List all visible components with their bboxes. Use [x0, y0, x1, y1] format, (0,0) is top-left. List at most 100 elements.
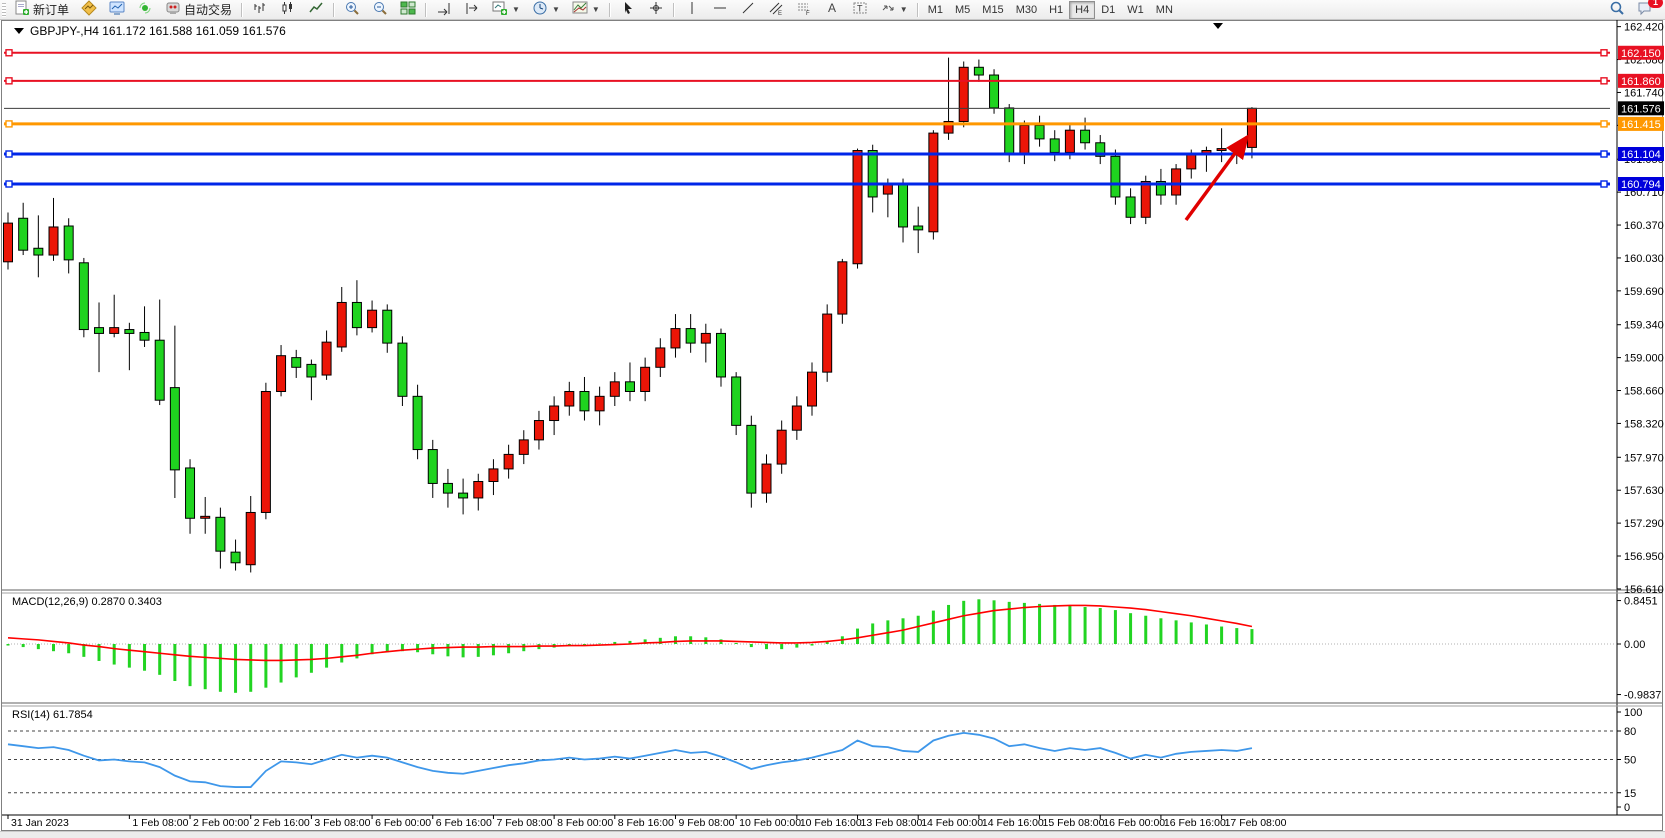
bar-chart-button[interactable]	[247, 0, 273, 19]
timeframe-m15-button[interactable]: M15	[982, 3, 1004, 16]
candle-body	[185, 467, 196, 519]
date-label: 7 Feb 08:00	[496, 817, 552, 829]
line-handle[interactable]	[1600, 49, 1608, 57]
candle-body	[78, 262, 89, 331]
timeframe-m5-button[interactable]: M5	[955, 3, 971, 16]
cursor-button[interactable]	[615, 0, 641, 19]
candle-body	[1171, 168, 1182, 196]
macd-axis-label: 0.00	[1624, 639, 1645, 651]
autotrade-button[interactable]: 自动交易	[160, 0, 237, 19]
candle-chart-button[interactable]	[275, 0, 301, 19]
timeframe-m1-button[interactable]: M1	[927, 3, 943, 16]
candle-body	[822, 313, 833, 373]
periods-button[interactable]: ▼	[527, 0, 565, 19]
svg-text:E: E	[778, 11, 782, 16]
auto-scroll-button[interactable]	[431, 0, 457, 19]
vline-icon	[684, 0, 700, 19]
price-tick-label: 157.630	[1624, 485, 1664, 497]
candle-body	[518, 439, 529, 455]
candle-body	[124, 329, 135, 334]
chevron-down-icon: ▼	[551, 5, 560, 14]
tile-windows-icon	[400, 0, 416, 19]
channel-button[interactable]: E	[763, 0, 789, 19]
candle-body	[109, 327, 120, 334]
date-label: 16 Feb 00:00	[1103, 817, 1165, 829]
candle-chart-icon	[280, 0, 296, 19]
line-handle[interactable]	[5, 180, 13, 188]
timeframe-d1-button[interactable]: D1	[1101, 3, 1116, 16]
chat-button[interactable]: 1	[1632, 0, 1663, 19]
date-label: 17 Feb 08:00	[1225, 817, 1287, 829]
candle-body	[1064, 129, 1075, 153]
candle-body	[958, 66, 969, 122]
line-handle[interactable]	[5, 150, 13, 158]
date-label: 2 Feb 00:00	[193, 817, 249, 829]
annotation-arrow[interactable]	[1184, 134, 1250, 222]
candle-body	[943, 120, 954, 134]
crosshair-button[interactable]	[643, 0, 669, 19]
candle-body	[973, 66, 984, 76]
zoom-in-button[interactable]	[339, 0, 365, 19]
price-chart[interactable]: 162.420162.080161.740161.400161.050160.7…	[0, 20, 1665, 832]
line-handle[interactable]	[5, 49, 13, 57]
price-tick-label: 160.370	[1624, 220, 1664, 232]
signals-button[interactable]	[132, 0, 158, 19]
zoom-out-icon	[372, 0, 388, 19]
new-chart-button[interactable]: ▼	[487, 0, 525, 19]
date-label: 14 Feb 00:00	[921, 817, 983, 829]
new-order-button[interactable]: 新订单	[9, 0, 74, 19]
timeframe-h1-button[interactable]: H1	[1049, 3, 1064, 16]
date-label: 6 Feb 16:00	[436, 817, 492, 829]
price-tick-label: 157.290	[1624, 518, 1664, 530]
autotrade-icon	[165, 0, 181, 19]
chevron-down-icon: ▼	[899, 5, 908, 14]
chart-frame	[1, 20, 1663, 831]
zoom-out-button[interactable]	[367, 0, 393, 19]
candle-body	[154, 339, 165, 401]
trendline-button[interactable]	[735, 0, 761, 19]
shift-marker-icon[interactable]	[1213, 23, 1223, 29]
candle-body	[336, 301, 347, 348]
candle-body	[549, 405, 560, 422]
symbol-dropdown-icon[interactable]	[14, 28, 24, 34]
candle-body	[731, 376, 742, 426]
date-label: 16 Feb 16:00	[1164, 817, 1226, 829]
line-chart-button[interactable]	[303, 0, 329, 19]
line-handle[interactable]	[1600, 150, 1608, 158]
vline-button[interactable]	[679, 0, 705, 19]
line-handle[interactable]	[5, 77, 13, 85]
tile-windows-button[interactable]	[395, 0, 421, 19]
chart-shift-button[interactable]	[459, 0, 485, 19]
candle-body	[852, 150, 863, 265]
line-handle[interactable]	[1600, 180, 1608, 188]
price-label-box	[1618, 116, 1664, 131]
market-watch-button[interactable]	[104, 0, 130, 19]
shapes-icon	[880, 0, 896, 19]
line-handle[interactable]	[1600, 120, 1608, 128]
rsi-level-label: 50	[1624, 755, 1636, 767]
timeframe-m30-button[interactable]: M30	[1015, 3, 1038, 16]
line-handle[interactable]	[5, 120, 13, 128]
charts-button[interactable]	[76, 0, 102, 19]
hline-button[interactable]	[707, 0, 733, 19]
timeframe-h4-button[interactable]: H4	[1069, 0, 1096, 19]
text-button[interactable]: A	[819, 0, 845, 19]
new-order-button-label: 新订单	[33, 3, 70, 17]
chart-window: 162.420162.080161.740161.400161.050160.7…	[0, 20, 1665, 832]
candle-body	[1049, 138, 1060, 153]
fibonacci-button[interactable]: F	[791, 0, 817, 19]
search-button[interactable]	[1604, 0, 1630, 19]
macd-label: MACD(12,26,9) 0.2870 0.3403	[12, 596, 162, 608]
label-button[interactable]: T	[847, 0, 873, 19]
timeframe-w1-button[interactable]: W1	[1127, 3, 1144, 16]
candle-body	[761, 463, 772, 494]
macd-panel: 0.8451 0.00 -0.9837 MACD(12,26,9) 0.2870 0.…	[6, 596, 1661, 702]
candle-body	[382, 309, 393, 344]
time-axis[interactable]: 31 Jan 2023 1 Feb 08:00 2 Feb 00:00 2 Feb 1…	[7, 815, 1287, 829]
shapes-button[interactable]: ▼	[875, 0, 913, 19]
timeframe-mn-button[interactable]: MN	[1155, 3, 1173, 16]
templates-button[interactable]: ▼	[567, 0, 605, 19]
line-handle[interactable]	[1600, 77, 1608, 85]
svg-text:A: A	[828, 1, 836, 15]
candle-body	[3, 222, 13, 263]
